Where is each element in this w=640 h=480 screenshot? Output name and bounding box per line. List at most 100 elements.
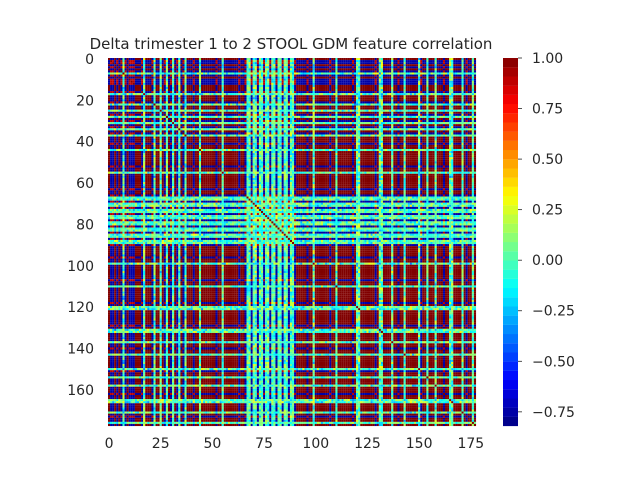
heatmap-cell (137, 66, 139, 68)
heatmap-cell (172, 103, 174, 105)
heatmap-cell (247, 81, 249, 83)
heatmap-cell (309, 66, 311, 68)
heatmap-cell (331, 62, 333, 64)
heatmap-cell (222, 70, 224, 72)
heatmap-cell (459, 89, 461, 91)
heatmap-cell (331, 64, 333, 66)
heatmap-cell (184, 106, 186, 108)
heatmap-cell (395, 93, 397, 95)
heatmap-cell (377, 79, 379, 81)
heatmap-cell (329, 62, 331, 64)
heatmap-cell (255, 72, 257, 74)
heatmap-cell (133, 60, 135, 62)
heatmap-cell (259, 70, 261, 72)
heatmap-cell (189, 60, 191, 62)
heatmap-cell (375, 89, 377, 91)
heatmap-cell (153, 101, 155, 103)
heatmap-cell (292, 93, 294, 95)
heatmap-cell (269, 77, 271, 79)
heatmap-cell (265, 75, 267, 77)
heatmap-cell (373, 64, 375, 66)
heatmap-cell (218, 101, 220, 103)
heatmap-cell (284, 91, 286, 93)
heatmap-cell (317, 58, 319, 60)
heatmap-cell (259, 93, 261, 95)
heatmap-cell (240, 95, 242, 97)
heatmap-cell (406, 108, 408, 110)
heatmap-cell (249, 83, 251, 85)
heatmap-cell (153, 85, 155, 87)
heatmap-cell (129, 85, 131, 87)
heatmap-cell (400, 60, 402, 62)
heatmap-cell (441, 60, 443, 62)
heatmap-cell (428, 99, 430, 101)
heatmap-cell (205, 77, 207, 79)
heatmap-cell (354, 95, 356, 97)
heatmap-cell (426, 83, 428, 85)
heatmap-cell (313, 87, 315, 89)
heatmap-cell (199, 110, 201, 112)
heatmap-cell (199, 101, 201, 103)
heatmap-cell (391, 66, 393, 68)
heatmap-cell (191, 62, 193, 64)
heatmap-cell (377, 91, 379, 93)
heatmap-cell (309, 89, 311, 91)
heatmap-cell (168, 79, 170, 81)
heatmap-cell (228, 72, 230, 74)
heatmap-cell (129, 108, 131, 110)
heatmap-cell (406, 110, 408, 112)
heatmap-cell (414, 60, 416, 62)
heatmap-cell (364, 110, 366, 112)
heatmap-cell (160, 83, 162, 85)
heatmap-cell (470, 99, 472, 101)
heatmap-cell (265, 70, 267, 72)
heatmap-cell (443, 83, 445, 85)
heatmap-cell (247, 70, 249, 72)
heatmap-cell (108, 91, 110, 93)
heatmap-cell (236, 91, 238, 93)
heatmap-cell (257, 66, 259, 68)
heatmap-cell (350, 77, 352, 79)
heatmap-cell (400, 91, 402, 93)
heatmap-cell (391, 87, 393, 89)
heatmap-cell (368, 70, 370, 72)
heatmap-cell (205, 101, 207, 103)
heatmap-cell (304, 101, 306, 103)
heatmap-cell (325, 87, 327, 89)
heatmap-cell (218, 68, 220, 70)
heatmap-cell (182, 85, 184, 87)
heatmap-cell (296, 77, 298, 79)
heatmap-cell (371, 103, 373, 105)
heatmap-cell (125, 99, 127, 101)
heatmap-cell (311, 97, 313, 99)
heatmap-cell (333, 77, 335, 79)
heatmap-cell (319, 58, 321, 60)
heatmap-cell (166, 87, 168, 89)
heatmap-cell (371, 60, 373, 62)
heatmap-cell (180, 93, 182, 95)
heatmap-cell (151, 97, 153, 99)
heatmap-cell (263, 60, 265, 62)
heatmap-cell (414, 87, 416, 89)
heatmap-cell (284, 83, 286, 85)
heatmap-cell (356, 91, 358, 93)
heatmap-cell (306, 70, 308, 72)
heatmap-cell (292, 95, 294, 97)
heatmap-cell (110, 110, 112, 112)
heatmap-cell (280, 97, 282, 99)
heatmap-cell (441, 89, 443, 91)
heatmap-cell (395, 70, 397, 72)
heatmap-cell (261, 83, 263, 85)
heatmap-cell (153, 70, 155, 72)
heatmap-cell (416, 103, 418, 105)
heatmap-cell (333, 81, 335, 83)
heatmap-cell (288, 85, 290, 87)
heatmap-cell (253, 85, 255, 87)
heatmap-cell (346, 75, 348, 77)
heatmap-cell (462, 85, 464, 87)
heatmap-cell (424, 106, 426, 108)
heatmap-cell (393, 81, 395, 83)
heatmap-cell (131, 66, 133, 68)
heatmap-cell (282, 60, 284, 62)
heatmap-cell (389, 89, 391, 91)
